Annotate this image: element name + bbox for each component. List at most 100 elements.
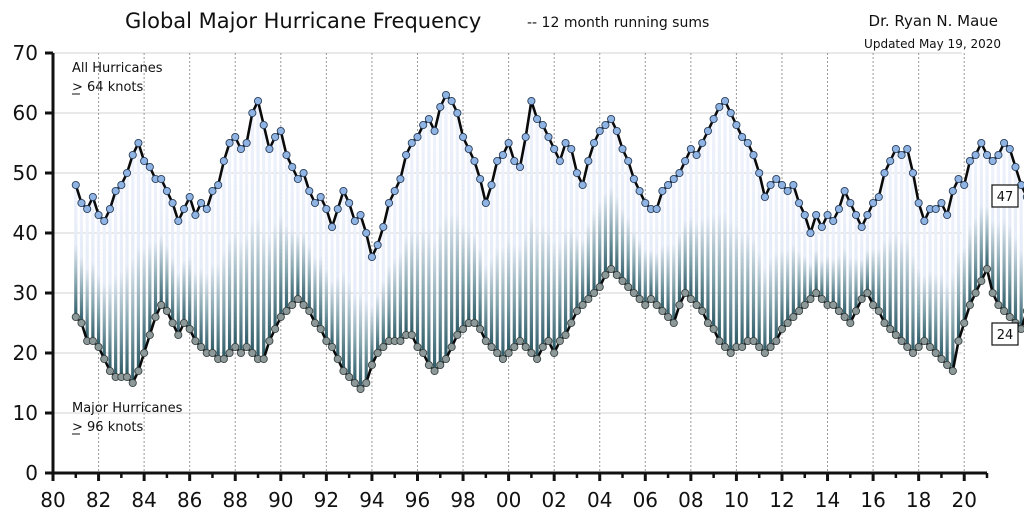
all-hurricanes-point bbox=[71, 180, 80, 190]
range-stripe bbox=[837, 209, 841, 311]
all-hurricanes-point bbox=[624, 156, 633, 166]
x-tick-label: 12 bbox=[769, 488, 794, 512]
updated-date: Updated May 19, 2020 bbox=[864, 37, 1001, 51]
all-hurricanes-point bbox=[345, 198, 354, 208]
major-hurricanes-point bbox=[749, 336, 758, 346]
major-hurricanes-point bbox=[624, 282, 633, 292]
all-hurricanes-point bbox=[441, 90, 451, 100]
all-hurricanes-point bbox=[595, 126, 604, 136]
major-hurricanes-point bbox=[857, 294, 866, 304]
major-hurricanes-point bbox=[971, 288, 980, 298]
all-hurricanes-point bbox=[259, 120, 268, 130]
range-stripe bbox=[142, 161, 146, 353]
range-stripe bbox=[797, 203, 801, 311]
all-hurricanes-point bbox=[128, 150, 137, 160]
all-hurricanes-point bbox=[214, 180, 223, 190]
range-stripe bbox=[974, 155, 978, 293]
range-stripe bbox=[956, 179, 961, 341]
all-hurricanes-point bbox=[601, 120, 610, 130]
major-hurricanes-point bbox=[829, 300, 838, 310]
all-hurricanes-point bbox=[664, 180, 673, 190]
major-hurricanes-point bbox=[322, 336, 331, 346]
range-stripe bbox=[848, 203, 852, 323]
all-hurricanes-point bbox=[589, 138, 599, 148]
all-hurricanes-point bbox=[316, 192, 325, 202]
range-stripe bbox=[694, 155, 699, 305]
all-hurricanes-point bbox=[903, 144, 912, 154]
all-hurricanes-point bbox=[424, 114, 433, 124]
all-hurricanes-point bbox=[328, 222, 337, 232]
all-hurricanes-point bbox=[493, 156, 502, 166]
range-stripe bbox=[108, 209, 112, 371]
major-hurricanes-point bbox=[641, 300, 650, 310]
all-hurricanes-point bbox=[578, 180, 587, 190]
x-tick-label: 98 bbox=[450, 488, 475, 512]
all-hurricanes-point bbox=[231, 132, 240, 142]
major-hurricanes-point bbox=[960, 318, 969, 328]
all-hurricanes-point bbox=[464, 144, 473, 154]
major-hurricanes-point bbox=[333, 354, 342, 364]
all-hurricanes-point bbox=[253, 96, 263, 106]
major-hurricanes-point bbox=[527, 348, 536, 358]
major-hurricanes-point bbox=[328, 342, 337, 352]
major-hurricanes-point bbox=[658, 306, 667, 316]
major-hurricanes-point bbox=[498, 354, 507, 364]
major-hurricanes-point bbox=[920, 336, 929, 346]
major-hurricanes-point bbox=[925, 342, 935, 352]
y-tick-label: 0 bbox=[25, 461, 38, 485]
all-hurricanes-point bbox=[145, 162, 154, 172]
all-hurricanes-point bbox=[396, 174, 405, 184]
range-stripe bbox=[899, 155, 904, 341]
all-hurricanes-point bbox=[681, 156, 690, 166]
all-hurricanes-point bbox=[641, 198, 650, 208]
range-stripe bbox=[877, 197, 881, 311]
all-hurricanes-point bbox=[379, 222, 388, 232]
all-hurricanes-point bbox=[430, 126, 439, 136]
major-hurricanes-point bbox=[891, 330, 900, 340]
all-hurricanes-point bbox=[977, 138, 986, 148]
range-stripe bbox=[227, 143, 232, 353]
major-hurricanes-point bbox=[686, 294, 695, 304]
all-hurricanes-point bbox=[755, 168, 764, 178]
range-stripe bbox=[102, 221, 106, 359]
major-hurricanes-point bbox=[134, 366, 143, 376]
major-hurricanes-point bbox=[362, 378, 371, 388]
all-hurricanes-point bbox=[823, 210, 832, 220]
major-hurricanes-point bbox=[259, 354, 268, 364]
all-hurricanes-point bbox=[732, 120, 741, 130]
range-stripe bbox=[1019, 185, 1023, 329]
range-stripe bbox=[677, 173, 682, 305]
range-stripe bbox=[148, 167, 152, 335]
major-hurricanes-point bbox=[903, 342, 912, 352]
range-stripe bbox=[438, 107, 442, 365]
axes: 0 10 20 30 40 50 60 70 80 82 84 86 88 90 92 94 96 98 00 02 0… bbox=[13, 41, 989, 512]
range-stripe bbox=[985, 155, 989, 269]
y-tick-label: 60 bbox=[13, 101, 38, 125]
all-hurricanes-label: All Hurricanes bbox=[72, 61, 163, 76]
major-hurricanes-point bbox=[373, 348, 382, 358]
major-hurricanes-point bbox=[954, 336, 963, 346]
all-end-label-box bbox=[991, 184, 1019, 208]
range-stripe bbox=[273, 137, 277, 329]
major-hurricanes-point bbox=[265, 336, 274, 346]
range-stripe bbox=[489, 185, 494, 347]
major-hurricanes-point bbox=[646, 294, 656, 304]
major-hurricanes-point bbox=[766, 342, 775, 352]
range-stripe bbox=[996, 155, 1000, 305]
major-hurricanes-point bbox=[453, 330, 462, 340]
all-hurricanes-threshold: > 64 knots bbox=[72, 80, 144, 95]
all-hurricanes-point bbox=[498, 150, 507, 160]
all-hurricanes-point bbox=[572, 168, 582, 178]
range-stripe bbox=[615, 131, 619, 275]
range-stripe bbox=[182, 209, 186, 323]
all-hurricanes-point bbox=[994, 150, 1003, 160]
range-stripe bbox=[91, 197, 95, 341]
range-stripe bbox=[546, 137, 551, 341]
all-hurricanes-point bbox=[544, 132, 553, 142]
range-stripe bbox=[774, 179, 778, 341]
range-stripe bbox=[262, 125, 266, 359]
range-stripe bbox=[586, 161, 590, 299]
range-stripe bbox=[512, 161, 516, 347]
range-stripe bbox=[524, 137, 528, 347]
all-hurricanes-point bbox=[886, 156, 895, 166]
